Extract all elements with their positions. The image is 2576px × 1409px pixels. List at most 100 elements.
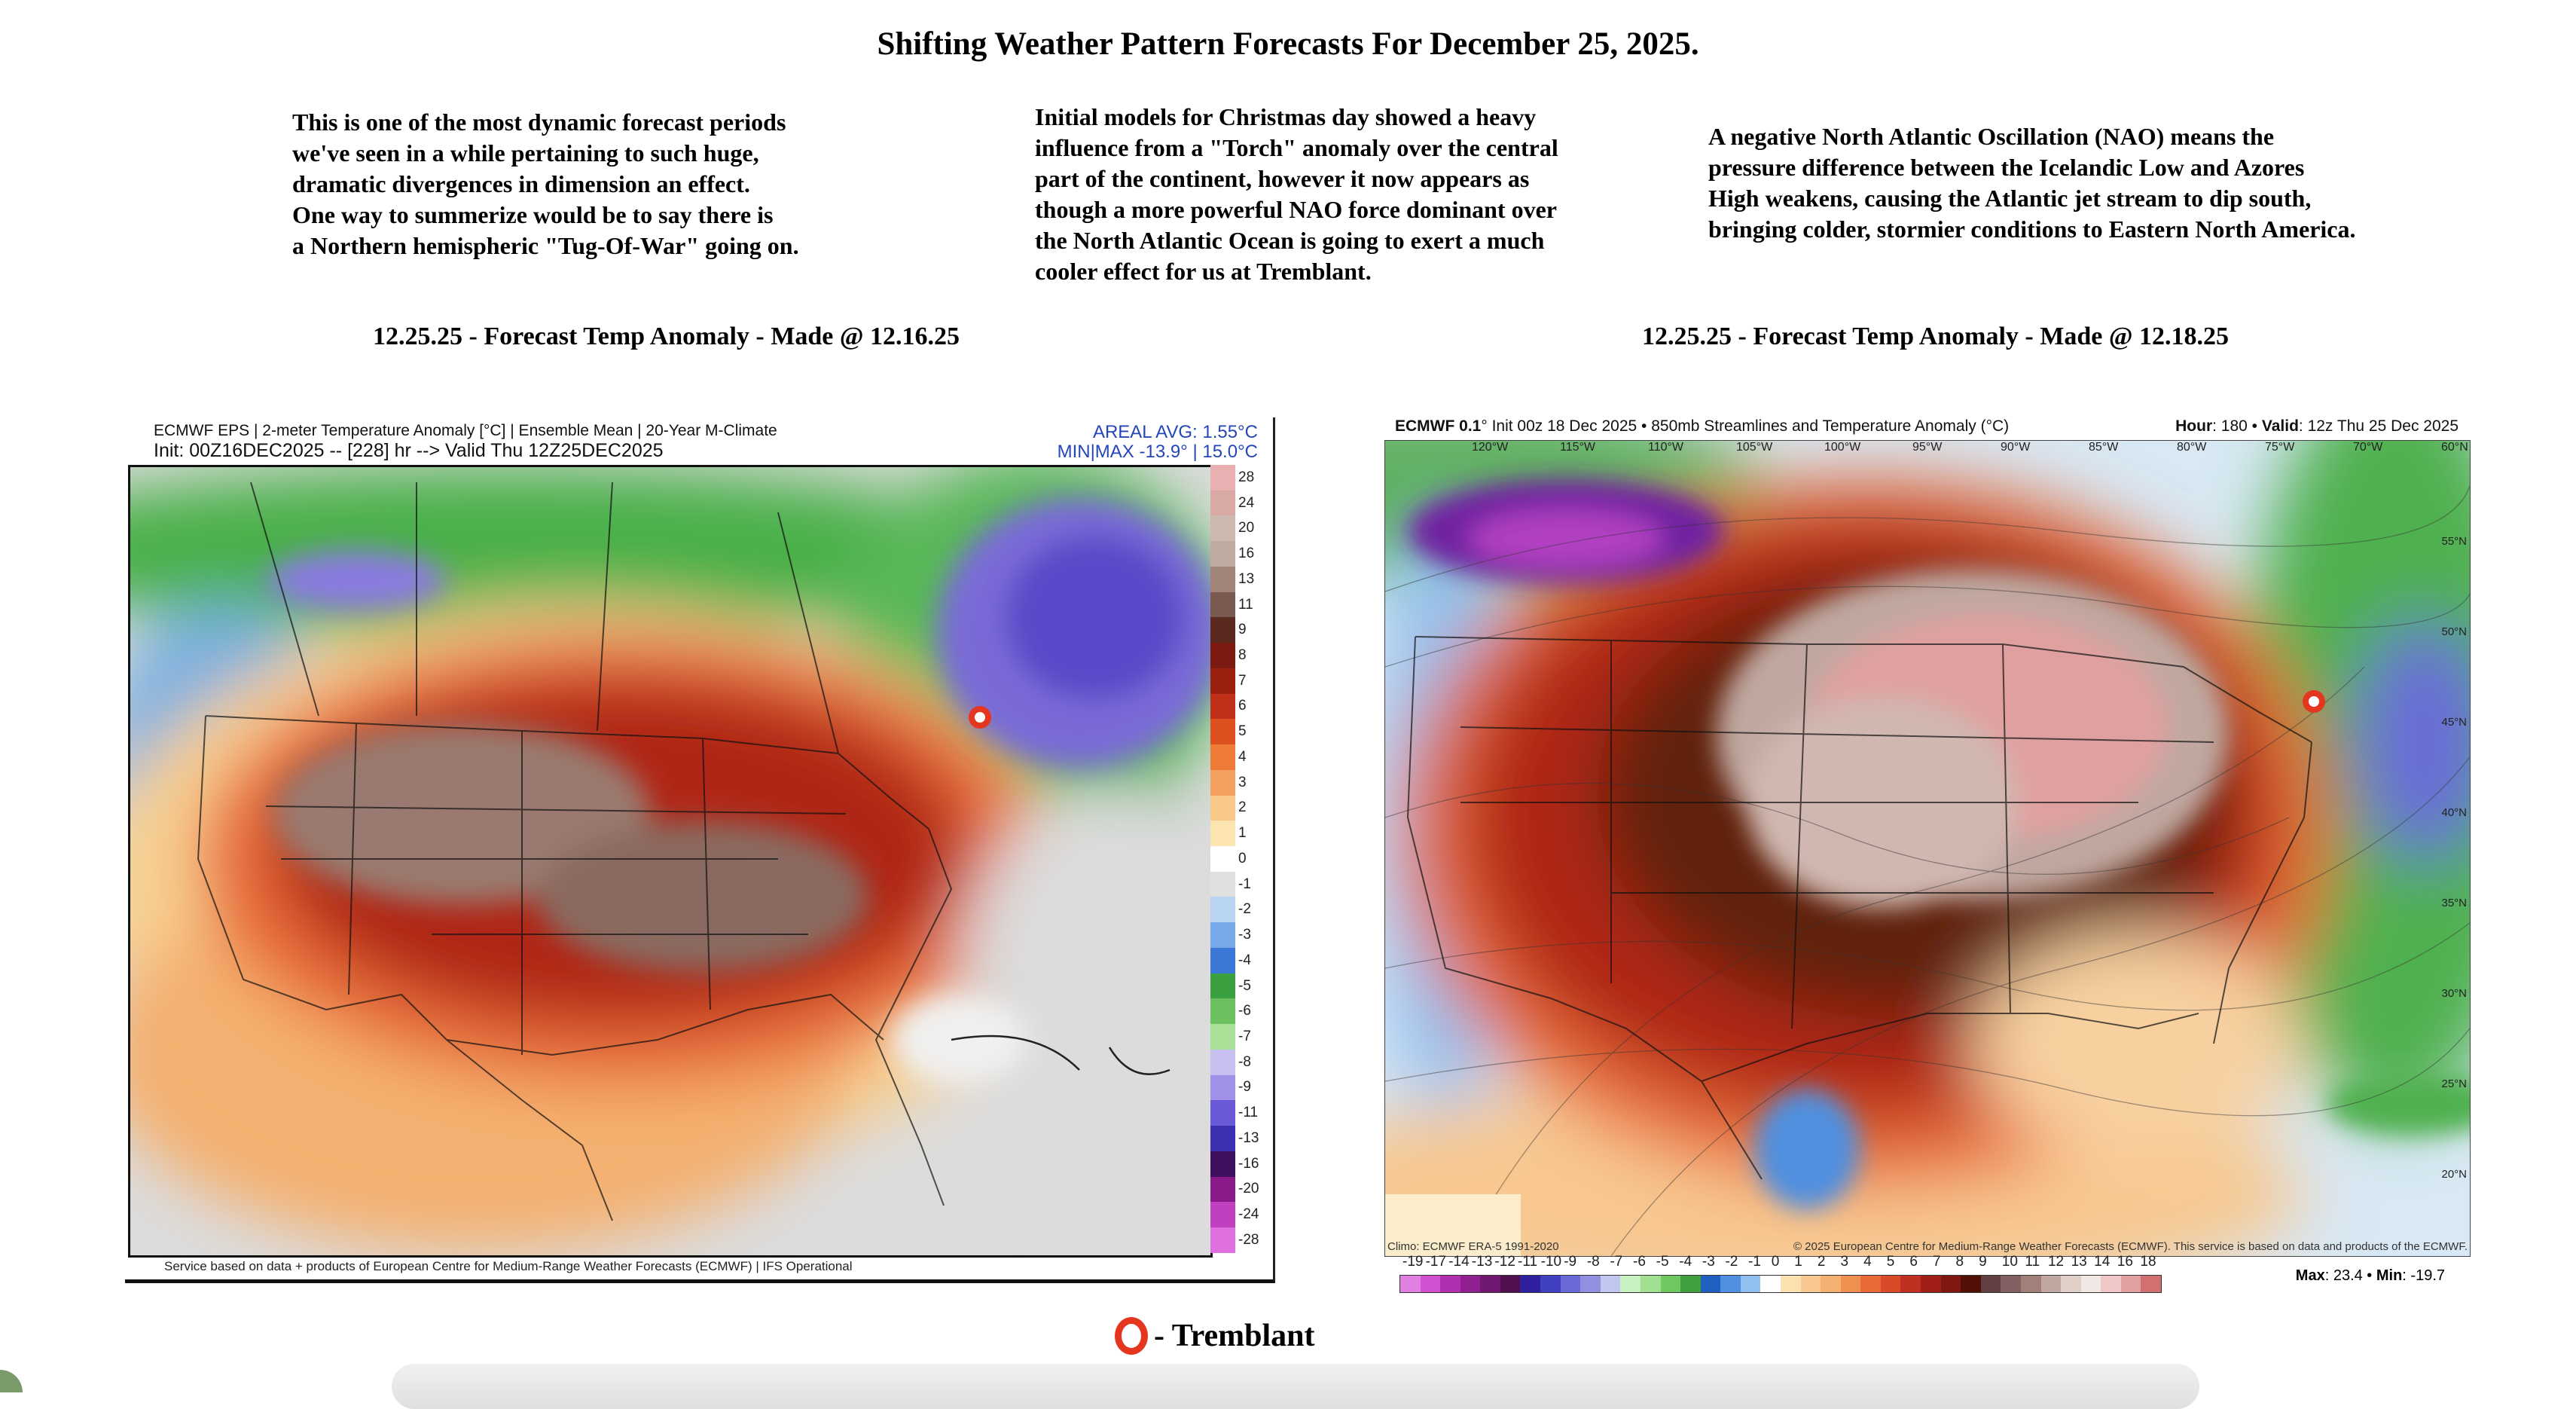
colorbar-label: 11 (2025, 1254, 2040, 1270)
right-map-caption: 12.25.25 - Forecast Temp Anomaly - Made … (1642, 322, 2229, 350)
colorbar-swatch (1210, 1126, 1235, 1151)
colorbar-label: 28 (1238, 469, 1255, 485)
colorbar-swatch (2120, 1276, 2141, 1292)
colorbar-label: -13 (1238, 1129, 1259, 1146)
colorbar-swatch (1210, 1151, 1235, 1177)
colorbar-swatch (1210, 998, 1235, 1025)
colorbar-swatch (1420, 1276, 1441, 1292)
longitude-label: 75°W (2265, 441, 2295, 454)
colorbar-swatch (2080, 1276, 2101, 1292)
colorbar-swatch (1210, 1024, 1235, 1050)
colorbar-swatch (1760, 1276, 1781, 1292)
model-name: ECMWF 0.1 (1395, 417, 1482, 435)
colorbar-label: -13 (1471, 1254, 1493, 1270)
colorbar-label: 8 (1238, 647, 1247, 663)
left-map-panel: ECMWF EPS | 2-meter Temperature Anomaly … (125, 417, 1275, 1283)
climo-note: Climo: ECMWF ERA-5 1991-2020 (1387, 1240, 1559, 1253)
colorbar-swatch (1540, 1276, 1561, 1292)
latitude-labels: 55°N 50°N 45°N 40°N 35°N 30°N 25°N 20°N (2432, 441, 2470, 1256)
colorbar-label: -7 (1238, 1028, 1251, 1045)
colorbar-swatch (1480, 1276, 1500, 1292)
latitude-label: 45°N (2441, 716, 2467, 729)
colorbar-label: -20 (1238, 1181, 1259, 1197)
colorbar-swatch (1210, 515, 1235, 542)
colorbar-swatch (1740, 1276, 1761, 1292)
colorbar-label: -6 (1633, 1254, 1646, 1270)
colorbar-swatch (1210, 643, 1235, 668)
colorbar-swatch (2061, 1276, 2081, 1292)
colorbar-label: 13 (1238, 570, 1255, 587)
colorbar-swatch (1210, 769, 1235, 796)
colorbar-swatch (1580, 1276, 1601, 1292)
colorbar-swatch (1860, 1276, 1881, 1292)
colorbar-label: 12 (2047, 1254, 2065, 1270)
latitude-label: 35°N (2441, 897, 2467, 909)
colorbar-label: 7 (1238, 672, 1247, 689)
hour-value: : 180 • (2212, 417, 2262, 435)
legend-label: - Tremblant (1154, 1319, 1315, 1353)
colorbar-label: 11 (1238, 596, 1253, 613)
colorbar-label: -5 (1656, 1254, 1669, 1270)
colorbar-label: 18 (2140, 1254, 2156, 1270)
colorbar-swatch (1440, 1276, 1460, 1292)
tremblant-marker-right (2303, 690, 2325, 713)
colorbar-label: 16 (2117, 1254, 2133, 1270)
colorbar-swatch (1210, 591, 1235, 618)
longitude-label: 80°W (2177, 441, 2207, 454)
colorbar-label: 6 (1238, 698, 1247, 714)
colorbar-label: 24 (1238, 494, 1255, 511)
right-map-graphic (1385, 441, 2470, 1256)
colorbar-label: 2 (1817, 1254, 1826, 1270)
colorbar-swatch (1210, 566, 1235, 592)
colorbar-swatch (1720, 1276, 1741, 1292)
colorbar-label: -9 (1238, 1079, 1251, 1096)
colorbar-label: -10 (1540, 1254, 1562, 1270)
colorbar-swatch (1880, 1276, 1901, 1292)
colorbar-label: -8 (1586, 1254, 1600, 1270)
left-temperature-map (128, 465, 1213, 1258)
colorbar-swatch (1460, 1276, 1481, 1292)
colorbar-swatch (1821, 1276, 1841, 1292)
left-map-header-line2: Init: 00Z16DEC2025 -- [228] hr --> Valid… (154, 440, 664, 461)
right-colorbar-labels: -19 -17 -14 -13 -12 -11 -10 -9 -8 -7 -6 -5 -4 -3 -2 -1 0… (1399, 1254, 2160, 1278)
colorbar-label: 7 (1932, 1254, 1941, 1270)
colorbar-label: -2 (1725, 1254, 1738, 1270)
colorbar-label: 5 (1886, 1254, 1895, 1270)
min-label: Min (2376, 1267, 2403, 1284)
colorbar-swatch (1210, 465, 1235, 491)
colorbar-label: -19 (1402, 1254, 1424, 1270)
colorbar-swatch (1500, 1276, 1521, 1292)
latitude-label: 25°N (2441, 1077, 2467, 1090)
colorbar-label: -17 (1425, 1254, 1447, 1270)
colorbar-swatch (2141, 1276, 2161, 1292)
left-map-footer: Service based on data + products of Euro… (164, 1259, 853, 1273)
left-colorbar (1210, 465, 1235, 1253)
colorbar-swatch (1780, 1276, 1801, 1292)
colorbar-swatch (1210, 1074, 1235, 1101)
colorbar-label: 6 (1909, 1254, 1918, 1270)
longitude-label: 115°W (1560, 441, 1596, 454)
colorbar-swatch (1210, 693, 1235, 720)
colorbar-label: -5 (1238, 977, 1251, 994)
colorbar-swatch (1210, 897, 1235, 923)
colorbar-label: 4 (1238, 748, 1247, 765)
colorbar-swatch (1940, 1276, 1961, 1292)
longitude-label: 60°N (2441, 441, 2468, 454)
colorbar-swatch (1680, 1276, 1701, 1292)
nao-paragraph: A negative North Atlantic Oscillation (N… (1708, 123, 2356, 243)
colorbar-label: 1 (1794, 1254, 1802, 1270)
colorbar-label: 8 (1955, 1254, 1964, 1270)
left-map-graphic (130, 467, 1210, 1255)
colorbar-label: -3 (1238, 927, 1251, 943)
colorbar-swatch (1210, 668, 1235, 694)
longitude-label: 105°W (1736, 441, 1773, 454)
colorbar-swatch (1210, 1227, 1235, 1253)
min-max: MIN|MAX -13.9° | 15.0°C (1057, 442, 1258, 462)
colorbar-label: -1 (1748, 1254, 1761, 1270)
colorbar-label: 16 (1238, 546, 1255, 562)
colorbar-label: -4 (1238, 952, 1251, 968)
colorbar-swatch (1900, 1276, 1921, 1292)
colorbar-swatch (2101, 1276, 2121, 1292)
colorbar-swatch (1600, 1276, 1621, 1292)
longitude-label: 70°W (2353, 441, 2383, 454)
